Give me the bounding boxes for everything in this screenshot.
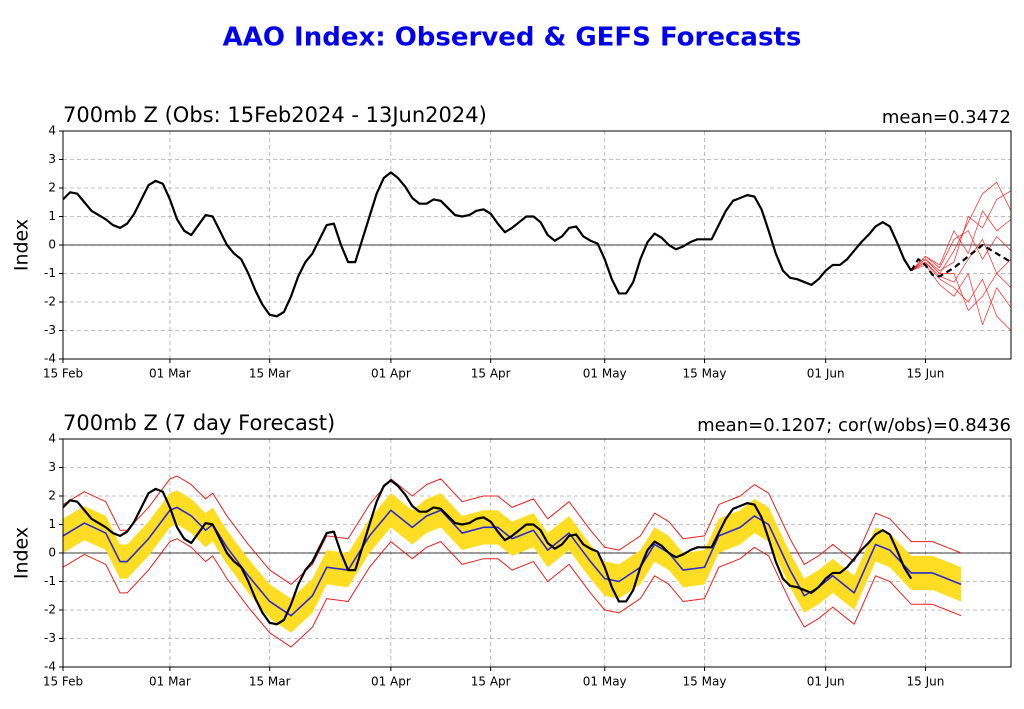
y-tick-label: 4: [48, 124, 56, 138]
y-tick-label: 2: [48, 181, 56, 195]
x-tick-label: 15 May: [683, 367, 727, 381]
plot-frame: [62, 130, 1012, 360]
y-tick-label: -3: [44, 323, 56, 337]
panel-annotation: mean=0.1207; cor(w/obs)=0.8436: [697, 415, 1011, 436]
series-line: [910, 190, 1011, 271]
plot-area: [63, 171, 1011, 331]
y-tick-label: -3: [44, 631, 56, 645]
x-tick-label: 15 Apr: [471, 675, 511, 689]
y-tick-label: -4: [44, 352, 56, 366]
y-tick-label: -2: [44, 295, 56, 309]
y-tick-label: 3: [48, 152, 56, 166]
series-line: [911, 238, 1011, 288]
x-tick-label: 15 Mar: [249, 367, 291, 381]
series-line: [63, 538, 962, 648]
spread-band: [63, 490, 962, 633]
x-tick-label: 15 Feb: [43, 367, 83, 381]
series-line: [63, 171, 913, 318]
series-line: [910, 243, 1011, 278]
plot-area: [63, 475, 962, 648]
x-tick-label: 01 May: [583, 675, 627, 689]
x-tick-label: 01 Jun: [807, 367, 845, 381]
x-tick-label: 15 Jun: [907, 675, 945, 689]
x-tick-label: 15 Mar: [249, 675, 291, 689]
y-axis-label: Index: [11, 527, 33, 579]
panel-title: 700mb Z (Obs: 15Feb2024 - 13Jun2024): [63, 103, 487, 127]
plot-frame: [62, 438, 1012, 668]
y-tick-label: 1: [48, 517, 56, 531]
page-title: AAO Index: Observed & GEFS Forecasts: [223, 23, 802, 53]
x-tick-label: 01 Jun: [807, 675, 845, 689]
y-tick-label: -4: [44, 660, 56, 674]
y-tick-label: 1: [48, 209, 56, 223]
y-tick-label: 4: [48, 432, 56, 446]
x-tick-label: 01 Mar: [149, 675, 191, 689]
series-line: [63, 479, 913, 626]
series-line: [910, 258, 1011, 311]
y-tick-label: 0: [48, 546, 56, 560]
x-tick-label: 15 Jun: [907, 367, 945, 381]
series-line: [910, 210, 1011, 271]
series-line: [910, 230, 1011, 271]
x-tick-label: 15 Apr: [471, 367, 511, 381]
x-tick-label: 01 Apr: [371, 367, 411, 381]
series-line: [63, 475, 962, 585]
x-tick-label: 15 Feb: [43, 675, 83, 689]
x-tick-label: 15 May: [683, 675, 727, 689]
panel-title: 700mb Z (7 day Forecast): [63, 411, 335, 435]
series-line: [911, 264, 1011, 326]
y-tick-label: 2: [48, 489, 56, 503]
x-tick-label: 01 May: [583, 367, 627, 381]
y-tick-label: -2: [44, 603, 56, 617]
x-tick-label: 01 Apr: [371, 675, 411, 689]
panel-annotation: mean=0.3472: [882, 107, 1011, 128]
y-tick-label: -1: [44, 266, 56, 280]
y-tick-label: 3: [48, 460, 56, 474]
y-tick-label: 0: [48, 238, 56, 252]
x-tick-label: 01 Mar: [149, 367, 191, 381]
y-tick-label: -1: [44, 574, 56, 588]
y-axis-label: Index: [11, 219, 33, 271]
